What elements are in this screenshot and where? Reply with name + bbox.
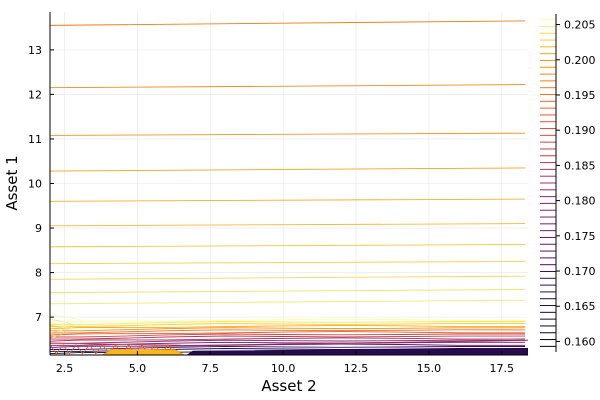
- colorbar-tick-label: 0.185: [564, 159, 596, 172]
- contour-line: [50, 318, 74, 334]
- contour-line: [50, 198, 526, 202]
- x-axis-ticks: 2.5 5.0 7.5 10.0 12.5 15.0 17.5: [56, 351, 514, 375]
- contour-line: [50, 167, 526, 172]
- colorbar: 0.160 0.165 0.170 0.175 0.180 0.185 0.190 0.195…: [540, 14, 596, 352]
- x-tick-label: 12.5: [344, 362, 369, 375]
- x-tick-label: 10.0: [271, 362, 296, 375]
- colorbar-tick-label: 0.195: [564, 89, 596, 102]
- colorbar-tick-label: 0.175: [564, 230, 596, 243]
- contour-line: [50, 329, 526, 334]
- colorbar-tick-label: 0.190: [564, 124, 596, 137]
- y-tick-label: 9: [35, 222, 42, 235]
- y-axis-ticks: 7 8 9 10 11 12 13: [28, 44, 54, 324]
- y-tick-label: 13: [28, 44, 42, 57]
- colorbar-tick-label: 0.165: [564, 300, 596, 313]
- contour-line: [50, 318, 526, 323]
- grid-lines: [50, 12, 528, 355]
- contour-line: [50, 84, 526, 89]
- colorbar-tick-label: 0.205: [564, 19, 596, 32]
- x-tick-label: 2.5: [56, 362, 74, 375]
- contour-line: [50, 324, 65, 339]
- contour-line: [50, 342, 182, 346]
- contour-line: [50, 337, 526, 342]
- contour-line: [50, 299, 526, 305]
- y-tick-label: 7: [35, 311, 42, 324]
- x-tick-label: 15.0: [417, 362, 442, 375]
- x-tick-label: 5.0: [129, 362, 147, 375]
- contour-line: [50, 323, 526, 328]
- contour-patch: [101, 349, 185, 355]
- x-tick-label: 7.5: [202, 362, 220, 375]
- contour-line: [50, 314, 83, 329]
- contour-line: [50, 275, 526, 280]
- contour-line: [50, 223, 526, 227]
- colorbar-tick-label: 0.160: [564, 335, 596, 348]
- contour-line: [50, 339, 526, 344]
- contour-line: [50, 344, 175, 355]
- y-tick-label: 12: [28, 88, 42, 101]
- colorbar-tick-label: 0.170: [564, 265, 596, 278]
- contour-line: [50, 331, 526, 336]
- contour-line: [50, 289, 526, 294]
- x-tick-label: 17.5: [490, 362, 515, 375]
- contour-line: [181, 339, 528, 347]
- colorbar-tick-label: 0.180: [564, 195, 596, 208]
- contour-line: [50, 20, 526, 26]
- contour-line: [50, 244, 526, 248]
- contour-line: [50, 324, 526, 330]
- contour-line: [50, 321, 526, 326]
- contour-line: [50, 345, 526, 350]
- colorbar-tick-label: 0.200: [564, 54, 596, 67]
- y-tick-label: 11: [28, 133, 42, 146]
- contour-line: [50, 261, 526, 265]
- contour-line: [50, 335, 526, 340]
- contour-lines: [50, 20, 528, 355]
- contour-line: [50, 132, 526, 136]
- y-tick-label: 10: [28, 178, 42, 191]
- contour-patch: [186, 348, 528, 355]
- y-axis-label: Asset 1: [3, 155, 21, 210]
- contour-line: [50, 341, 526, 346]
- contour-line: [50, 327, 526, 332]
- y-tick-label: 8: [35, 267, 42, 280]
- x-axis-label: Asset 2: [261, 377, 316, 395]
- contour-line: [50, 333, 526, 338]
